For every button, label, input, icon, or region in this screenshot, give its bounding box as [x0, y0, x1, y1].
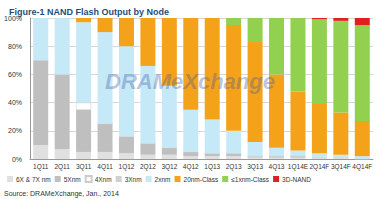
svg-text:2Q14F: 2Q14F	[309, 163, 329, 171]
svg-text:4Q14F: 4Q14F	[352, 163, 372, 171]
svg-text:60%: 60%	[8, 71, 22, 78]
svg-text:1Q11: 1Q11	[33, 163, 49, 171]
svg-text:4Xnm: 4Xnm	[95, 176, 112, 183]
svg-text:3Q13: 3Q13	[247, 163, 263, 171]
svg-text:20nm-Class: 20nm-Class	[184, 176, 219, 183]
svg-text:1Q14E: 1Q14E	[288, 163, 309, 171]
svg-text:1Q13: 1Q13	[204, 163, 220, 171]
svg-text:4Q11: 4Q11	[97, 163, 113, 171]
svg-text:3D-NAND: 3D-NAND	[282, 176, 311, 183]
svg-text:100%: 100%	[4, 14, 22, 22]
svg-text:2Q12: 2Q12	[140, 163, 156, 171]
svg-text:1Q12: 1Q12	[119, 163, 135, 171]
svg-text:4Q12: 4Q12	[183, 163, 199, 171]
svg-text:≤1xnm-Class: ≤1xnm-Class	[231, 176, 270, 183]
svg-text:80%: 80%	[8, 43, 22, 50]
svg-text:3Xnm: 3Xnm	[125, 176, 142, 183]
svg-text:3Q11: 3Q11	[76, 163, 92, 171]
svg-text:2Q13: 2Q13	[226, 163, 242, 171]
svg-text:2Q11: 2Q11	[54, 163, 70, 171]
svg-text:3Q14F: 3Q14F	[331, 163, 351, 171]
svg-text:5Xnm: 5Xnm	[64, 176, 81, 183]
svg-text:Source: DRAMeXchange, Jan., 20: Source: DRAMeXchange, Jan., 2014	[4, 190, 119, 198]
svg-text:2xnm: 2xnm	[155, 176, 171, 183]
svg-text:6X & 7X nm: 6X & 7X nm	[16, 176, 51, 183]
svg-text:3Q12: 3Q12	[161, 163, 177, 171]
svg-text:DRAMeXchange: DRAMeXchange	[105, 69, 275, 94]
svg-text:0%: 0%	[12, 156, 22, 163]
svg-text:20%: 20%	[8, 127, 22, 134]
svg-text:4Q13: 4Q13	[269, 163, 285, 171]
svg-text:40%: 40%	[8, 99, 22, 106]
svg-text:Figure-1 NAND Flash Output by: Figure-1 NAND Flash Output by Node	[9, 7, 169, 17]
